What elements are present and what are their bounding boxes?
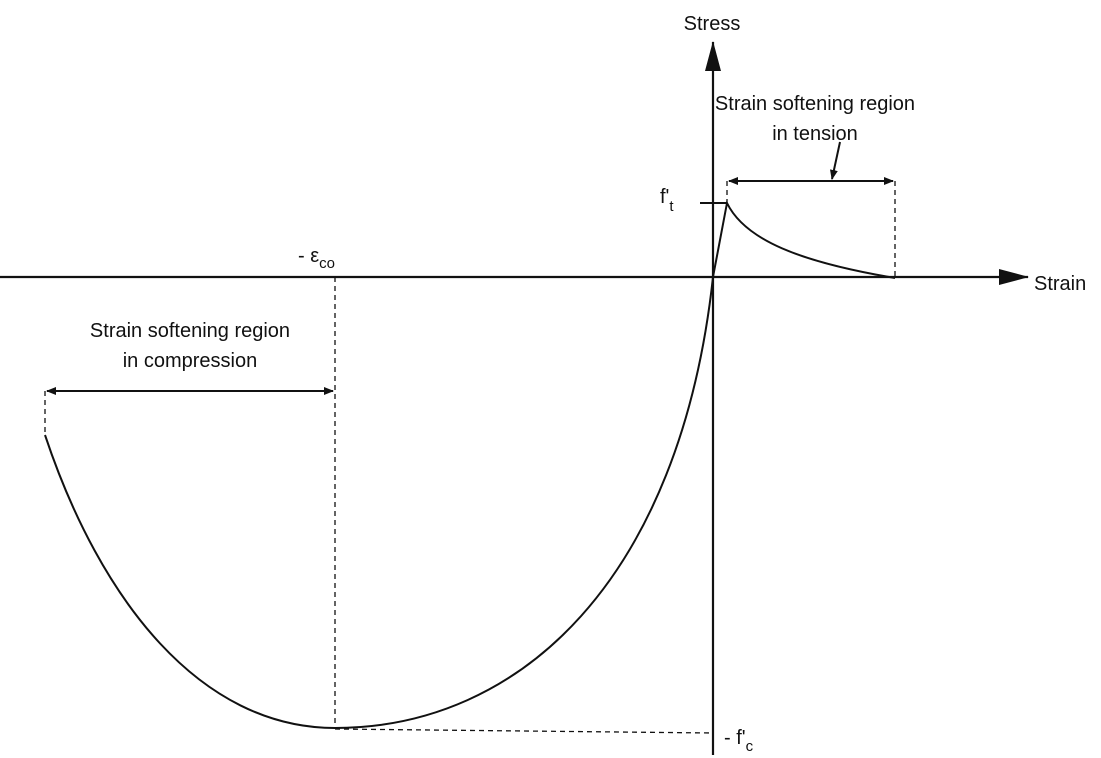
- label-main: f': [660, 186, 669, 208]
- annotation: in compression: [123, 350, 258, 372]
- annotation: in tension: [772, 123, 858, 145]
- leader-arrow: [832, 142, 840, 179]
- peak-compression-label: - f'c: [724, 727, 754, 755]
- label-sub: c: [746, 738, 754, 755]
- diagram: Stress Strain f't Strain softening regio…: [0, 0, 1101, 758]
- label-main: - ε: [298, 245, 319, 267]
- label-main: - f': [724, 727, 746, 749]
- dashed-line: [335, 729, 713, 733]
- annotation: Strain softening region: [715, 93, 915, 115]
- y-axis-label: Stress: [684, 13, 741, 35]
- stress-strain-curve: [45, 203, 895, 728]
- label-sub: t: [669, 198, 674, 215]
- x-axis-label: Strain: [1034, 273, 1086, 295]
- peak-tension-label: f't: [660, 186, 674, 215]
- peak-strain-label: - εco: [298, 245, 335, 272]
- label-sub: co: [319, 255, 335, 272]
- annotation: Strain softening region: [90, 320, 290, 342]
